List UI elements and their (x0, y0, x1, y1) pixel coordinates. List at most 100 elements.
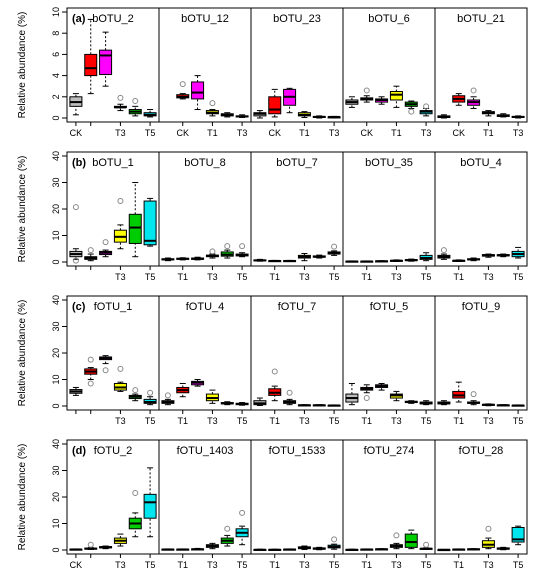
facet-title: fOTU_274 (364, 445, 415, 457)
y-tick-label: 10 (51, 230, 61, 240)
box (84, 53, 98, 77)
panel-label: (a) (72, 13, 86, 25)
outlier-point (239, 243, 246, 250)
y-axis-label: Relative abundance (%) (17, 300, 28, 407)
x-tick-label: T3 (115, 128, 126, 138)
facet-frame (250, 7, 344, 123)
x-tick-label: T3 (483, 272, 494, 282)
y-tick-label: 8 (51, 31, 61, 36)
facet-title: bOTU_6 (368, 13, 410, 25)
y-tick-label: 40 (51, 295, 61, 305)
facet-frame (250, 439, 344, 555)
outlier-point (72, 204, 79, 211)
x-tick-label: T1 (269, 560, 280, 570)
y-tick-label: 30 (51, 465, 61, 475)
facet-title: fOTU_1 (94, 301, 133, 313)
x-tick-label: T1 (177, 560, 188, 570)
facet-frame (342, 151, 436, 267)
facet-frame (342, 7, 436, 123)
y-axis-label: Relative abundance (%) (17, 444, 28, 551)
facet-title: bOTU_4 (460, 157, 502, 169)
x-tick-label: T3 (391, 560, 402, 570)
x-tick-label: T5 (145, 560, 156, 570)
facet-title: fOTU_1533 (269, 445, 326, 457)
x-tick-label: T1 (207, 128, 218, 138)
box (389, 91, 403, 101)
x-tick-label: T5 (421, 272, 432, 282)
outlier-point (286, 389, 293, 396)
y-tick-label: 10 (51, 374, 61, 384)
outlier-point (117, 365, 124, 372)
x-tick-label: T3 (207, 272, 218, 282)
outlier-point (393, 532, 400, 539)
y-tick-label: 6 (51, 52, 61, 57)
x-tick-label: T5 (237, 416, 248, 426)
box (404, 533, 418, 548)
outlier-point (470, 391, 477, 398)
y-tick-label: 0 (51, 403, 61, 408)
x-tick-label: T3 (115, 272, 126, 282)
box (143, 493, 157, 519)
facet-frame (434, 151, 528, 267)
outlier-point (132, 98, 139, 105)
x-tick-label: T3 (207, 560, 218, 570)
x-tick-label: T5 (329, 272, 340, 282)
y-tick-label: 30 (51, 321, 61, 331)
outlier-point (408, 108, 415, 115)
outlier-point (87, 380, 94, 387)
y-tick-label: 20 (51, 348, 61, 358)
facet-title: bOTU_12 (181, 13, 229, 25)
x-tick-label: CK (176, 128, 189, 138)
outlier-point (485, 525, 492, 532)
panel-label: (d) (72, 445, 86, 457)
facet-title: fOTU_5 (370, 301, 409, 313)
facet-title: bOTU_23 (273, 13, 321, 25)
x-tick-label: T5 (237, 560, 248, 570)
y-tick-label: 20 (51, 492, 61, 502)
facet-title: fOTU_28 (459, 445, 504, 457)
y-tick-label: 2 (51, 94, 61, 99)
outlier-point (331, 536, 338, 543)
facet-title: fOTU_4 (186, 301, 225, 313)
x-tick-label: CK (70, 560, 83, 570)
x-tick-label: T5 (145, 128, 156, 138)
x-tick-label: T1 (269, 416, 280, 426)
x-tick-label: T1 (361, 560, 372, 570)
facet-title: bOTU_8 (184, 157, 226, 169)
outlier-point (423, 103, 430, 110)
outlier-point (209, 248, 216, 255)
x-tick-label: CK (268, 128, 281, 138)
x-tick-label: CK (360, 128, 373, 138)
x-tick-label: T5 (329, 560, 340, 570)
x-tick-label: T3 (483, 560, 494, 570)
x-tick-label: T3 (299, 416, 310, 426)
x-tick-label: T3 (237, 128, 248, 138)
outlier-point (117, 94, 124, 101)
box (128, 213, 142, 244)
x-tick-label: T1 (483, 128, 494, 138)
x-tick-label: T5 (513, 560, 524, 570)
outlier-point (179, 81, 186, 88)
x-tick-label: T1 (361, 416, 372, 426)
x-tick-label: T1 (391, 128, 402, 138)
x-tick-label: T3 (207, 416, 218, 426)
x-tick-label: T3 (483, 416, 494, 426)
facet-title: bOTU_35 (365, 157, 413, 169)
x-tick-label: T5 (421, 416, 432, 426)
x-tick-label: T3 (299, 272, 310, 282)
y-tick-label: 0 (51, 547, 61, 552)
outlier-point (423, 541, 430, 548)
outlier-point (87, 356, 94, 363)
facet-frame (434, 295, 528, 411)
x-tick-label: T1 (361, 272, 372, 282)
y-tick-label: 10 (51, 518, 61, 528)
x-tick-label: CK (70, 128, 83, 138)
x-tick-label: CK (452, 128, 465, 138)
outlier-point (102, 367, 109, 374)
y-tick-label: 40 (51, 439, 61, 449)
y-tick-label: 20 (51, 204, 61, 214)
facet-title: fOTU_9 (462, 301, 501, 313)
x-tick-label: T1 (269, 272, 280, 282)
facet-frame (158, 295, 252, 411)
x-tick-label: T3 (299, 560, 310, 570)
